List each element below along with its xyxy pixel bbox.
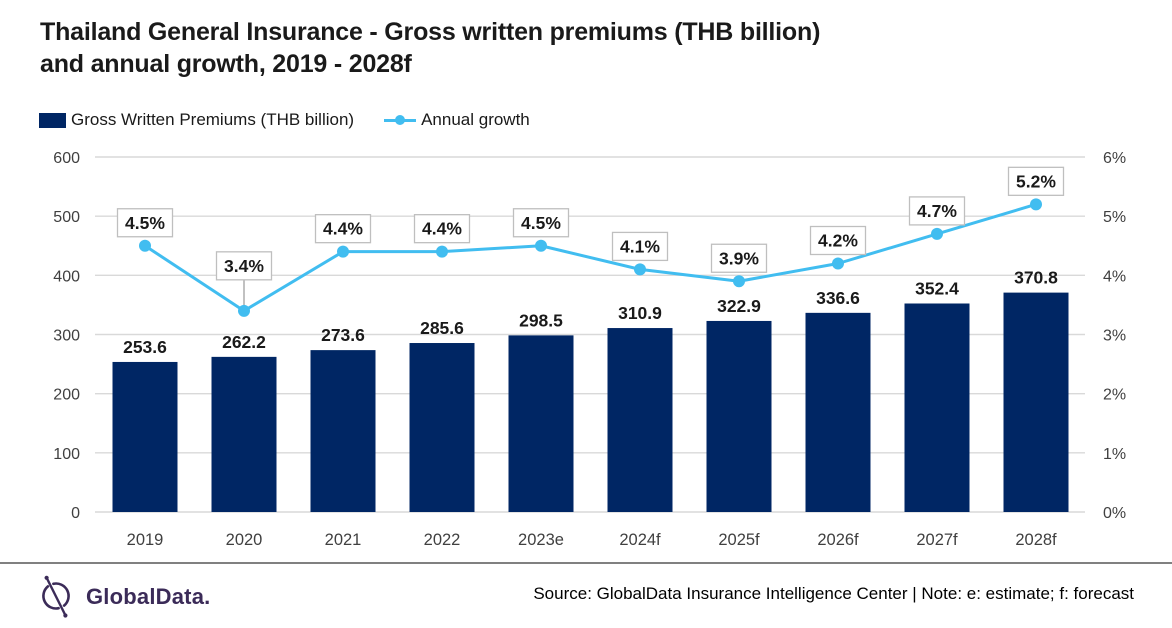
chart-title: Thailand General Insurance - Gross writt… (40, 16, 820, 80)
growth-point-2020 (238, 304, 250, 317)
growth-label-2022: 4.4% (422, 219, 462, 239)
growth-point-2028f (1030, 198, 1042, 211)
growth-label-2023e: 4.5% (521, 213, 561, 233)
growth-label-2021: 4.4% (323, 219, 363, 239)
globaldata-logo: GlobalData. (38, 574, 210, 620)
growth-label-2027f: 4.7% (917, 201, 957, 221)
source-note: Source: GlobalData Insurance Intelligenc… (533, 584, 1134, 603)
bar-label-2024f: 310.9 (618, 303, 662, 323)
growth-point-2027f (931, 227, 943, 240)
x-axis-label-2027f: 2027f (916, 531, 958, 549)
growth-label-box-2027f (908, 196, 966, 226)
x-axis-label-2025f: 2025f (718, 531, 760, 549)
chart-title-line2: and annual growth, 2019 - 2028f (40, 50, 412, 78)
growth-label-box-2026f (809, 225, 867, 256)
growth-point-2025f (733, 275, 745, 288)
x-axis-label-2026f: 2026f (817, 531, 859, 549)
x-axis-label-2028f: 2028f (1015, 531, 1057, 549)
bar-label-2025f: 322.9 (717, 296, 761, 316)
growth-label-2020: 3.4% (224, 256, 264, 276)
left-axis-tick: 200 (53, 387, 80, 404)
growth-label-box-2025f (710, 243, 768, 273)
right-axis-tick: 0% (1103, 505, 1126, 522)
growth-label-2028f: 5.2% (1016, 171, 1056, 191)
left-axis-tick: 600 (53, 150, 80, 167)
growth-point-2023e (535, 239, 547, 252)
growth-label-box-2023e (512, 208, 570, 238)
growth-label-box-2022 (413, 214, 471, 244)
line-swatch-marker (395, 115, 406, 125)
growth-point-2022 (436, 245, 448, 258)
growth-label-2026f: 4.2% (818, 231, 858, 251)
footer-divider (0, 562, 1172, 564)
x-axis-label-2019: 2019 (127, 531, 164, 549)
chart-title-line1: Thailand General Insurance - Gross writt… (40, 18, 821, 46)
left-axis-tick: 0 (71, 505, 80, 522)
bar-label-2027f: 352.4 (915, 278, 959, 298)
right-axis-tick: 3% (1103, 328, 1126, 345)
right-axis-tick: 4% (1103, 268, 1126, 285)
bar-label-2028f: 370.8 (1014, 268, 1058, 288)
growth-label-box-2028f (1007, 166, 1065, 196)
right-axis-tick: 1% (1103, 446, 1126, 463)
growth-point-2019 (139, 239, 151, 252)
growth-label-2024f: 4.1% (620, 236, 660, 256)
right-axis-tick: 2% (1103, 387, 1126, 404)
legend-bar-label: Gross Written Premiums (THB billion) (71, 110, 355, 129)
growth-label-box-2020 (215, 251, 273, 281)
x-axis-label-2022: 2022 (424, 531, 461, 549)
growth-label-box-2019 (116, 208, 174, 238)
bar-2024f (607, 328, 673, 512)
left-axis-tick: 500 (53, 209, 80, 226)
bar-2023e (508, 335, 574, 512)
growth-label-box-2024f (611, 231, 669, 262)
bar-label-2019: 253.6 (123, 337, 167, 357)
bar-label-2020: 262.2 (222, 332, 266, 352)
bar-label-2023e: 298.5 (519, 310, 563, 330)
annual-growth-line (143, 202, 1038, 313)
growth-label-2019: 4.5% (125, 213, 165, 233)
growth-label-2025f: 3.9% (719, 248, 759, 268)
bar-2022 (409, 343, 475, 512)
bar-series-swatch (39, 112, 66, 128)
growth-point-2021 (337, 245, 349, 258)
bar-2019 (112, 361, 178, 512)
globaldata-logo-icon (42, 575, 70, 618)
right-axis-tick: 6% (1103, 150, 1126, 167)
bar-2020 (211, 356, 277, 512)
left-axis-tick: 400 (53, 268, 80, 285)
bar-2026f (805, 312, 871, 512)
x-axis-label-2023e: 2023e (518, 531, 564, 549)
bar-label-2026f: 336.6 (816, 288, 860, 308)
growth-point-2024f (634, 263, 646, 276)
bar-2027f (904, 303, 970, 512)
bar-label-2022: 285.6 (420, 318, 464, 338)
right-axis-tick: 5% (1103, 209, 1126, 226)
growth-point-2026f (832, 257, 844, 270)
legend-item-growth: Annual growth (384, 110, 530, 130)
line-series-swatch (384, 113, 417, 128)
x-axis-label-2024f: 2024f (619, 531, 661, 549)
legend-item-premiums: Gross Written Premiums (THB billion) (39, 110, 354, 130)
x-axis-label-2020: 2020 (226, 531, 263, 549)
chart-legend: Gross Written Premiums (THB billion) Ann… (39, 110, 530, 130)
bar-2028f (1003, 292, 1069, 512)
left-axis-tick: 300 (53, 328, 80, 345)
bar-2021 (310, 350, 376, 512)
bar-2025f (706, 320, 772, 512)
legend-line-label: Annual growth (421, 110, 530, 129)
x-axis-label-2021: 2021 (325, 531, 362, 549)
left-axis-tick: 100 (53, 446, 80, 463)
globaldata-logo-text: GlobalData. (86, 584, 211, 609)
bar-label-2021: 273.6 (321, 325, 365, 345)
growth-label-box-2021 (314, 214, 372, 244)
